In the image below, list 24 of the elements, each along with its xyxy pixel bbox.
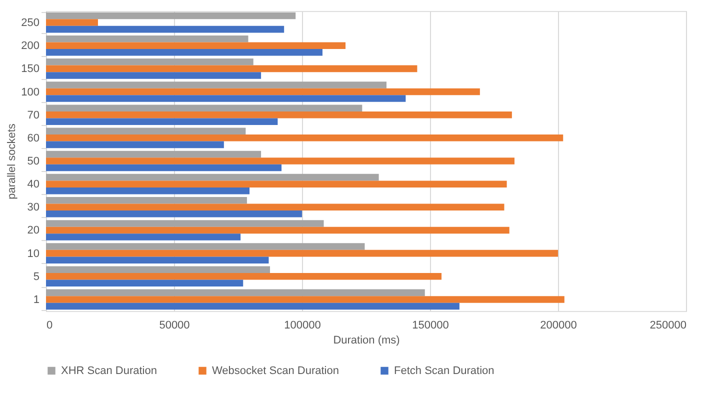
y-tick-label: 10: [27, 248, 40, 260]
legend-label: Fetch Scan Duration: [394, 364, 494, 377]
y-tick-label: 5: [33, 270, 40, 283]
y-tick-label: 20: [27, 224, 40, 237]
legend-label: XHR Scan Duration: [61, 364, 157, 377]
y-tick-label: 1: [33, 294, 40, 306]
y-tick-label: 30: [27, 202, 40, 214]
x-tick-label: 0: [46, 320, 53, 332]
y-tick-label: 40: [27, 178, 40, 191]
y-tick-label: 150: [21, 63, 40, 76]
x-tick-label: 150000: [412, 320, 449, 332]
y-tick-label: 200: [21, 40, 40, 52]
x-tick-label: 200000: [540, 320, 577, 332]
y-tick-label: 250: [21, 17, 40, 30]
y-axis-title: parallel sockets: [6, 123, 18, 200]
x-tick-label: 50000: [159, 320, 190, 332]
y-tick-label: 100: [21, 86, 40, 98]
y-tick-label: 50: [27, 156, 40, 168]
x-tick-label: 250000: [650, 320, 686, 332]
x-tick-label: 100000: [284, 320, 321, 332]
x-axis-title: Duration (ms): [333, 334, 400, 346]
legend-label: Websocket Scan Duration: [212, 364, 339, 377]
y-tick-label: 70: [27, 109, 40, 122]
y-tick-label: 60: [27, 132, 40, 144]
